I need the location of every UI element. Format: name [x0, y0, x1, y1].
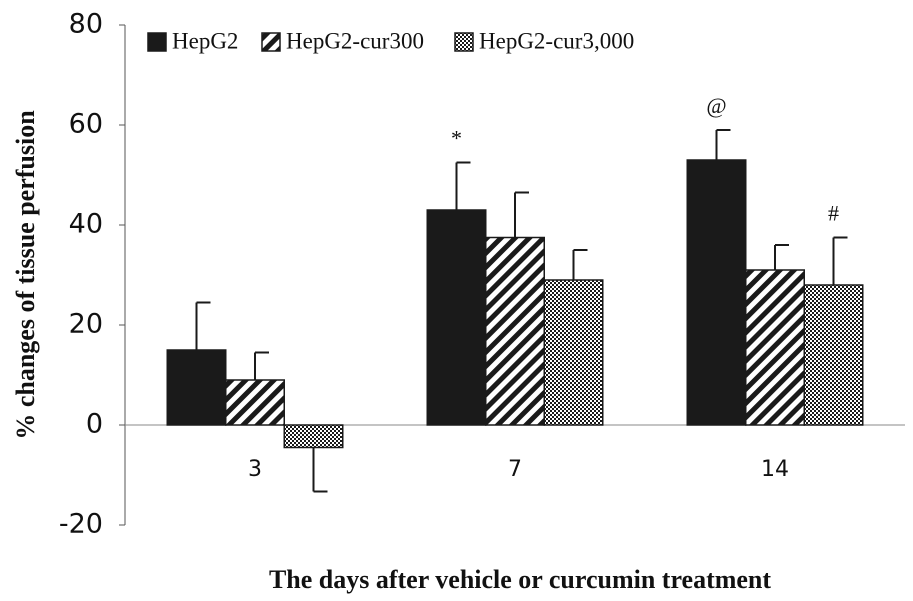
bar [803, 284, 864, 426]
x-tick-label: 3 [248, 457, 262, 482]
y-tick-label: 80 [69, 9, 103, 40]
x-tick-label: 14 [761, 457, 789, 482]
annotation: # [828, 201, 839, 226]
y-tick-label: 40 [69, 209, 103, 240]
legend-label: HepG2-cur300 [286, 28, 424, 53]
annotation: @ [706, 93, 726, 118]
legend-swatch [147, 32, 167, 52]
bar [283, 424, 344, 449]
y-axis-label: % changes of tissue perfusion [11, 110, 40, 440]
bar [745, 269, 805, 426]
annotation: * [451, 126, 462, 151]
bar [543, 279, 604, 426]
y-tick-label: 20 [69, 309, 103, 340]
y-tick-label: 60 [69, 109, 103, 140]
y-tick-label: -20 [59, 509, 103, 540]
bar [686, 159, 747, 426]
bar [485, 236, 545, 426]
legend-swatch [454, 32, 474, 52]
bar [426, 209, 487, 426]
y-tick-label: 0 [86, 409, 103, 440]
legend-swatch [261, 32, 281, 52]
x-tick-label: 7 [508, 457, 522, 482]
legend-label: HepG2 [172, 28, 238, 53]
bar [225, 379, 285, 426]
x-axis-label: The days after vehicle or curcumin treat… [269, 565, 771, 594]
legend-label: HepG2-cur3,000 [479, 28, 634, 53]
bar [166, 349, 227, 426]
